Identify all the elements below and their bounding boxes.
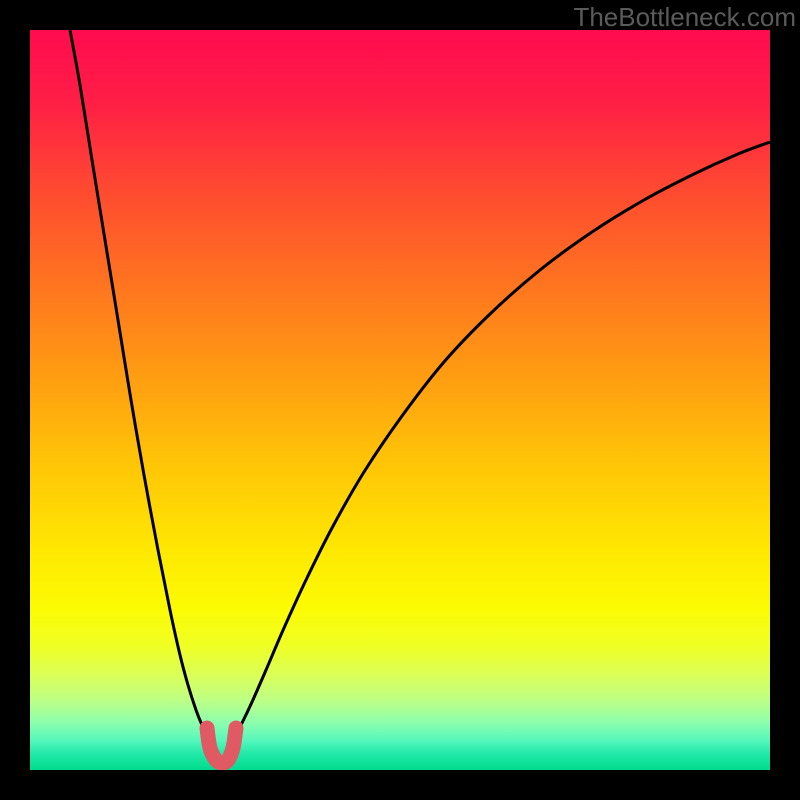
valley-marker xyxy=(207,728,236,763)
watermark-label: TheBottleneck.com xyxy=(573,2,796,33)
curve-left xyxy=(70,30,207,734)
plot-area xyxy=(30,30,770,770)
curve-right xyxy=(236,142,770,734)
curve-overlay xyxy=(30,30,770,770)
